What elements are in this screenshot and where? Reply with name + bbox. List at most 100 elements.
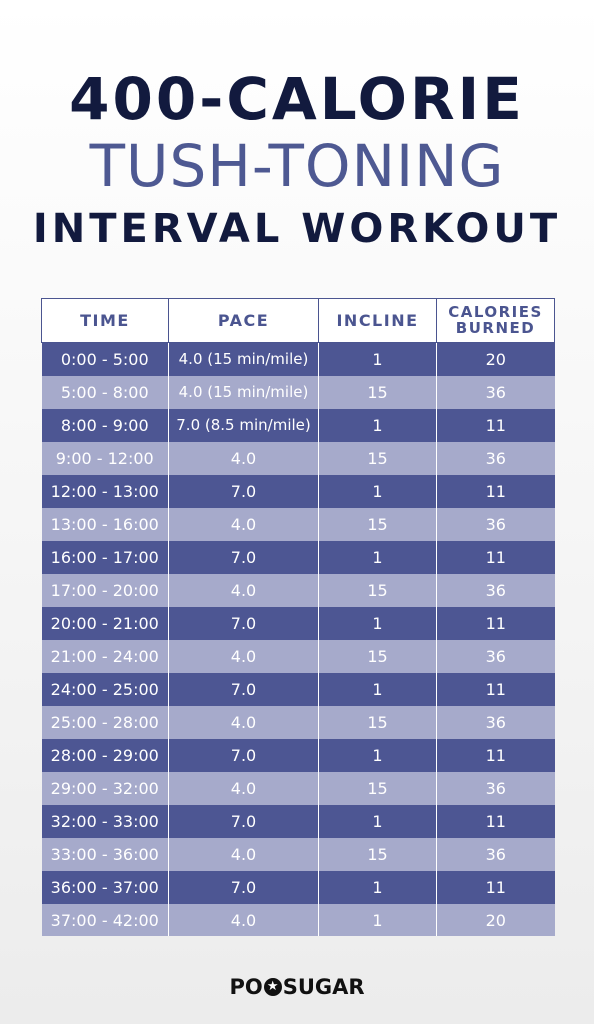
cell-pace: 4.0 (15 min/mile) [168,342,319,376]
cell-calories: 36 [436,573,555,607]
title-line-3: INTERVAL WORKOUT [32,206,562,252]
cell-incline: 15 [318,375,437,409]
cell-calories: 11 [436,474,555,508]
table-row: 37:00 - 42:00 4.0 1 20 [41,903,555,936]
cell-calories: 36 [436,771,555,805]
cell-calories: 11 [436,804,555,838]
cell-incline: 1 [318,903,437,936]
popsugar-logo: PO ★ SUGAR [0,977,594,998]
table-row: 24:00 - 25:00 7.0 1 11 [41,672,555,706]
cell-pace: 4.0 (15 min/mile) [168,375,319,409]
title-line-1: 400-CALORIE [69,65,525,133]
cell-pace: 4.0 [168,771,319,805]
cell-time: 25:00 - 28:00 [41,705,169,739]
cell-time: 16:00 - 17:00 [41,540,169,574]
header-time: TIME [41,298,169,343]
table-row: 20:00 - 21:00 7.0 1 11 [41,606,555,640]
cell-pace: 4.0 [168,705,319,739]
cell-time: 21:00 - 24:00 [41,639,169,673]
cell-calories: 36 [436,441,555,475]
star-icon: ★ [263,978,282,996]
cell-time: 28:00 - 29:00 [41,738,169,772]
logo-text-start: PO [229,975,263,999]
cell-calories: 11 [436,870,555,904]
cell-pace: 7.0 [168,540,319,574]
cell-calories: 36 [436,837,555,871]
table-row: 0:00 - 5:00 4.0 (15 min/mile) 1 20 [41,342,555,376]
cell-time: 37:00 - 42:00 [41,903,169,936]
workout-table: TIME PACE INCLINE CALORIES BURNED 0:00 -… [41,298,555,936]
cell-time: 24:00 - 25:00 [41,672,169,706]
cell-incline: 15 [318,771,437,805]
table-row: 25:00 - 28:00 4.0 15 36 [41,705,555,739]
cell-pace: 7.0 [168,870,319,904]
cell-incline: 1 [318,408,437,442]
cell-pace: 7.0 [168,672,319,706]
cell-time: 20:00 - 21:00 [41,606,169,640]
cell-pace: 7.0 [168,606,319,640]
table-row: 21:00 - 24:00 4.0 15 36 [41,639,555,673]
table-row: 32:00 - 33:00 7.0 1 11 [41,804,555,838]
table-row: 29:00 - 32:00 4.0 15 36 [41,771,555,805]
table-row: 33:00 - 36:00 4.0 15 36 [41,837,555,871]
table-row: 5:00 - 8:00 4.0 (15 min/mile) 15 36 [41,375,555,409]
cell-calories: 20 [436,342,555,376]
cell-pace: 4.0 [168,903,319,936]
cell-pace: 4.0 [168,441,319,475]
cell-pace: 7.0 [168,804,319,838]
table-row: 8:00 - 9:00 7.0 (8.5 min/mile) 1 11 [41,408,555,442]
cell-time: 17:00 - 20:00 [41,573,169,607]
table-row: 13:00 - 16:00 4.0 15 36 [41,507,555,541]
header-calories-line2: BURNED [455,318,536,337]
table-row: 9:00 - 12:00 4.0 15 36 [41,441,555,475]
header-calories-burned: CALORIES BURNED [436,298,555,343]
cell-pace: 7.0 (8.5 min/mile) [168,408,319,442]
table-header-row: TIME PACE INCLINE CALORIES BURNED [41,298,555,343]
cell-incline: 1 [318,804,437,838]
cell-calories: 11 [436,606,555,640]
cell-pace: 7.0 [168,738,319,772]
cell-incline: 15 [318,507,437,541]
table-row: 28:00 - 29:00 7.0 1 11 [41,738,555,772]
cell-pace: 4.0 [168,573,319,607]
table-row: 36:00 - 37:00 7.0 1 11 [41,870,555,904]
cell-calories: 11 [436,738,555,772]
header-pace: PACE [168,298,319,343]
cell-calories: 36 [436,507,555,541]
cell-incline: 1 [318,738,437,772]
title-line-2: TUSH-TONING [89,132,505,200]
cell-incline: 1 [318,870,437,904]
cell-pace: 4.0 [168,639,319,673]
cell-incline: 15 [318,705,437,739]
cell-calories: 36 [436,375,555,409]
cell-pace: 7.0 [168,474,319,508]
header-incline: INCLINE [318,298,437,343]
cell-incline: 15 [318,441,437,475]
cell-time: 29:00 - 32:00 [41,771,169,805]
cell-pace: 4.0 [168,507,319,541]
cell-incline: 15 [318,573,437,607]
header-calories-line1: CALORIES [448,302,543,321]
cell-calories: 36 [436,639,555,673]
cell-time: 12:00 - 13:00 [41,474,169,508]
table-row: 17:00 - 20:00 4.0 15 36 [41,573,555,607]
cell-time: 0:00 - 5:00 [41,342,169,376]
cell-time: 33:00 - 36:00 [41,837,169,871]
cell-incline: 1 [318,342,437,376]
cell-time: 8:00 - 9:00 [41,408,169,442]
cell-time: 13:00 - 16:00 [41,507,169,541]
cell-calories: 11 [436,540,555,574]
cell-calories: 11 [436,672,555,706]
cell-time: 36:00 - 37:00 [41,870,169,904]
logo-text-end: SUGAR [282,975,365,999]
cell-incline: 15 [318,639,437,673]
cell-time: 5:00 - 8:00 [41,375,169,409]
cell-incline: 1 [318,606,437,640]
cell-incline: 1 [318,474,437,508]
cell-time: 32:00 - 33:00 [41,804,169,838]
table-row: 12:00 - 13:00 7.0 1 11 [41,474,555,508]
cell-incline: 1 [318,672,437,706]
cell-incline: 15 [318,837,437,871]
cell-calories: 36 [436,705,555,739]
cell-calories: 11 [436,408,555,442]
